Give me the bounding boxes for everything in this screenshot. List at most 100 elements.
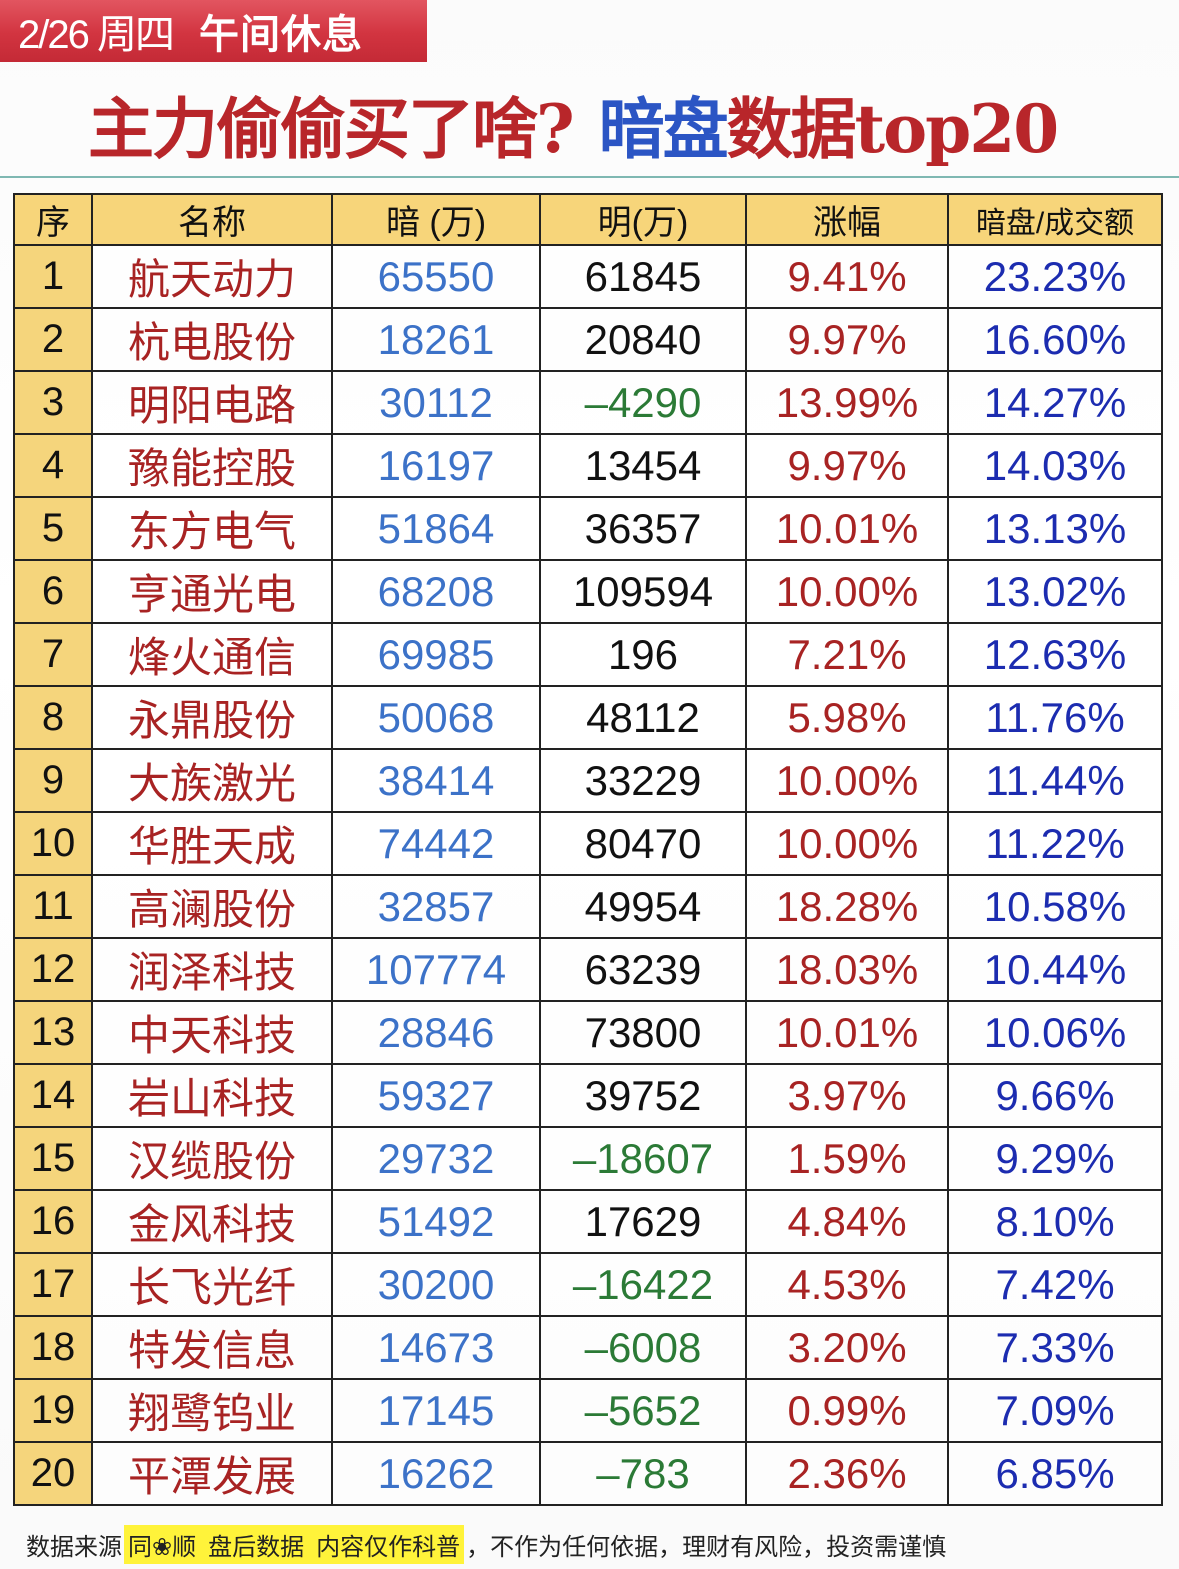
- dark-pool-amount: 18261: [331, 307, 541, 372]
- footer-prefix: 数据来源: [26, 1533, 122, 1561]
- dark-pool-amount: 74442: [331, 811, 541, 876]
- header-lit: 明(万): [539, 193, 747, 246]
- dark-ratio: 12.63%: [947, 622, 1163, 687]
- stock-name: 翔鹭钨业: [91, 1378, 333, 1443]
- stock-name: 金风科技: [91, 1189, 333, 1254]
- stock-name: 东方电气: [91, 496, 333, 561]
- title-data-top20: 数据top20: [726, 90, 1060, 168]
- stock-name: 烽火通信: [91, 622, 333, 687]
- lit-amount: –6008: [539, 1315, 747, 1380]
- row-index: 4: [13, 433, 93, 498]
- dark-pool-amount: 17145: [331, 1378, 541, 1443]
- price-change: 4.53%: [745, 1252, 949, 1317]
- row-index: 8: [13, 685, 93, 750]
- row-index: 5: [13, 496, 93, 561]
- row-index: 16: [13, 1189, 93, 1254]
- footer-highlight: 同❀顺 盘后数据 内容仅作科普: [124, 1524, 465, 1564]
- lit-amount: –5652: [539, 1378, 747, 1443]
- footer-note: 数据来源 同❀顺 盘后数据 内容仅作科普 ，不作为任何依据，理财有风险，投资需谨慎: [26, 1524, 946, 1564]
- dark-ratio: 16.60%: [947, 307, 1163, 372]
- lit-amount: 17629: [539, 1189, 747, 1254]
- table-row: 10 华胜天成 74442 80470 10.00% 11.22%: [13, 811, 1163, 876]
- dark-pool-amount: 65550: [331, 244, 541, 309]
- lit-amount: 61845: [539, 244, 747, 309]
- dark-ratio: 7.33%: [947, 1315, 1163, 1380]
- lit-amount: 49954: [539, 874, 747, 939]
- lit-amount: 36357: [539, 496, 747, 561]
- price-change: 10.00%: [745, 748, 949, 813]
- price-change: 0.99%: [745, 1378, 949, 1443]
- stock-name: 豫能控股: [91, 433, 333, 498]
- row-index: 12: [13, 937, 93, 1002]
- dark-ratio: 8.10%: [947, 1189, 1163, 1254]
- footer-notice: 内容仅作科普: [316, 1533, 461, 1561]
- table-row: 17 长飞光纤 30200 –16422 4.53% 7.42%: [13, 1252, 1163, 1317]
- table-row: 7 烽火通信 69985 196 7.21% 12.63%: [13, 622, 1163, 687]
- header-index: 序: [13, 193, 93, 246]
- price-change: 9.97%: [745, 307, 949, 372]
- stock-name: 华胜天成: [91, 811, 333, 876]
- dark-pool-amount: 107774: [331, 937, 541, 1002]
- dark-pool-amount: 51864: [331, 496, 541, 561]
- lit-amount: 196: [539, 622, 747, 687]
- row-index: 3: [13, 370, 93, 435]
- lit-amount: 39752: [539, 1063, 747, 1128]
- stock-name: 永鼎股份: [91, 685, 333, 750]
- stock-name: 特发信息: [91, 1315, 333, 1380]
- row-index: 13: [13, 1000, 93, 1065]
- lit-amount: –18607: [539, 1126, 747, 1191]
- table-row: 8 永鼎股份 50068 48112 5.98% 11.76%: [13, 685, 1163, 750]
- lit-amount: –16422: [539, 1252, 747, 1317]
- row-index: 2: [13, 307, 93, 372]
- table-row: 18 特发信息 14673 –6008 3.20% 7.33%: [13, 1315, 1163, 1380]
- dark-pool-amount: 30112: [331, 370, 541, 435]
- price-change: 18.03%: [745, 937, 949, 1002]
- price-change: 3.20%: [745, 1315, 949, 1380]
- lit-amount: 80470: [539, 811, 747, 876]
- footer-disclaimer: ，不作为任何依据，理财有风险，投资需谨慎: [466, 1533, 947, 1561]
- lit-amount: 73800: [539, 1000, 747, 1065]
- dark-ratio: 10.06%: [947, 1000, 1163, 1065]
- row-index: 6: [13, 559, 93, 624]
- banner-label: 午间休息: [198, 13, 363, 57]
- dark-ratio: 13.13%: [947, 496, 1163, 561]
- stock-name: 大族激光: [91, 748, 333, 813]
- price-change: 3.97%: [745, 1063, 949, 1128]
- lit-amount: 20840: [539, 307, 747, 372]
- stock-name: 长飞光纤: [91, 1252, 333, 1317]
- title-question: 主力偷偷买了啥?: [88, 90, 575, 168]
- lit-amount: 63239: [539, 937, 747, 1002]
- row-index: 1: [13, 244, 93, 309]
- divider: [0, 176, 1179, 178]
- dark-ratio: 7.09%: [947, 1378, 1163, 1443]
- dark-pool-amount: 59327: [331, 1063, 541, 1128]
- lit-amount: 33229: [539, 748, 747, 813]
- row-index: 14: [13, 1063, 93, 1128]
- table-row: 3 明阳电路 30112 –4290 13.99% 14.27%: [13, 370, 1163, 435]
- row-index: 17: [13, 1252, 93, 1317]
- price-change: 9.97%: [745, 433, 949, 498]
- title-dark-pool: 暗盘: [598, 90, 729, 168]
- lit-amount: –783: [539, 1441, 747, 1506]
- stock-name: 明阳电路: [91, 370, 333, 435]
- table-row: 5 东方电气 51864 36357 10.01% 13.13%: [13, 496, 1163, 561]
- price-change: 13.99%: [745, 370, 949, 435]
- stock-name: 平潭发展: [91, 1441, 333, 1506]
- price-change: 9.41%: [745, 244, 949, 309]
- lit-amount: –4290: [539, 370, 747, 435]
- table-row: 6 亨通光电 68208 109594 10.00% 13.02%: [13, 559, 1163, 624]
- table-row: 4 豫能控股 16197 13454 9.97% 14.03%: [13, 433, 1163, 498]
- price-change: 10.01%: [745, 496, 949, 561]
- stock-name: 航天动力: [91, 244, 333, 309]
- row-index: 10: [13, 811, 93, 876]
- lit-amount: 48112: [539, 685, 747, 750]
- dark-pool-amount: 68208: [331, 559, 541, 624]
- dark-pool-table: 序 名称 暗 (万) 明(万) 涨幅 暗盘/成交额 1 航天动力 65550 6184…: [13, 193, 1163, 1506]
- footer-source: 同❀顺: [128, 1533, 197, 1561]
- price-change: 1.59%: [745, 1126, 949, 1191]
- dark-pool-amount: 51492: [331, 1189, 541, 1254]
- table-row: 1 航天动力 65550 61845 9.41% 23.23%: [13, 244, 1163, 309]
- dark-ratio: 14.03%: [947, 433, 1163, 498]
- price-change: 10.00%: [745, 811, 949, 876]
- lit-amount: 13454: [539, 433, 747, 498]
